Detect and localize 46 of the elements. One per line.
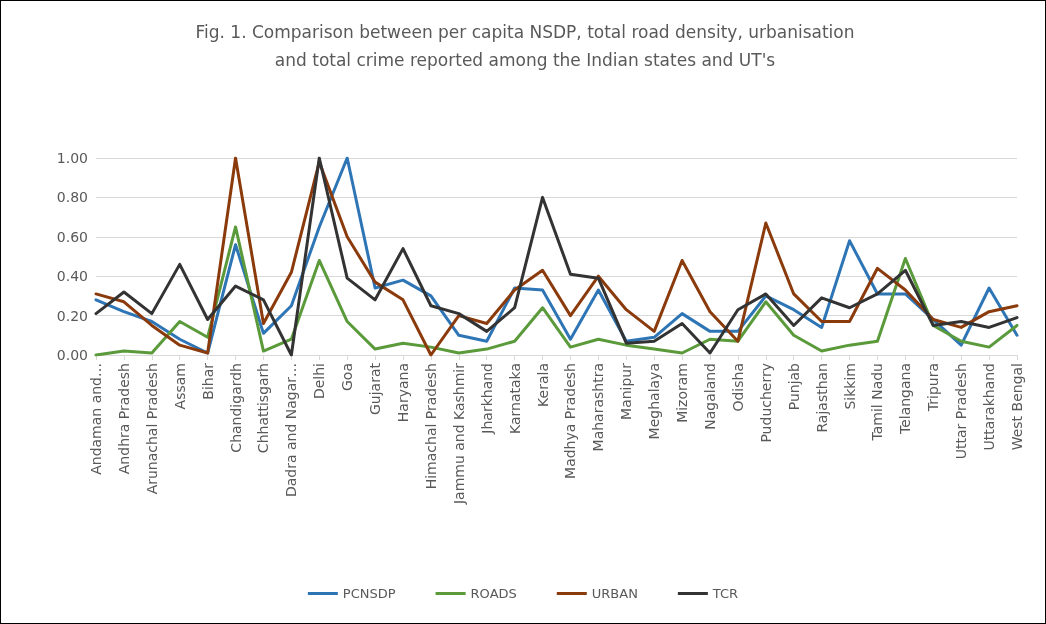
y-tick-label: 1.00 (56, 150, 88, 166)
x-tick-label: Himachal Pradesh (422, 363, 439, 490)
x-tick-label: Tamil Nadu (869, 363, 886, 442)
x-tick-label: Puducherry (757, 363, 774, 443)
x-tick-label: Andaman and… (88, 363, 104, 475)
legend-label: ROADS (470, 586, 517, 601)
legend-label: URBAN (591, 586, 638, 601)
x-tick-label: Karnataka (506, 363, 523, 434)
x-tick-label: Maharashtra (590, 363, 607, 452)
y-tick-label: 0.20 (56, 307, 88, 324)
x-tick-label: Tripura (925, 363, 942, 413)
x-tick-label: Haryana (395, 363, 411, 423)
x-tick-label: Arunachal Pradesh (143, 363, 160, 495)
x-tick-label: Delhi (311, 363, 328, 400)
x-tick-label: Rajasthan (813, 363, 830, 433)
x-tick-label: Jammu and Kashmir (450, 362, 467, 506)
x-tick-label: Kerala (534, 363, 551, 407)
chart-title: Fig. 1. Comparison between per capita NSDP, total road density, urbanisation and total crime reported among the Indian states and UT's (194, 21, 856, 72)
x-tick-label: Andhra Pradesh (115, 363, 132, 475)
x-tick-label: Chandigardh (227, 363, 244, 453)
x-tick-label: Dadra and Nagar… (283, 363, 300, 498)
x-tick-label: Uttar Pradesh (953, 363, 970, 460)
x-tick-label: Meghalaya (646, 363, 663, 440)
y-tick-label: 0.80 (56, 189, 88, 206)
x-tick-label: Punjab (785, 362, 802, 411)
x-tick-label: Jharkhand (478, 363, 495, 435)
y-tick-label: 0.00 (56, 347, 88, 363)
x-tick-label: Assam (171, 363, 188, 410)
x-tick-label: Mizoram (674, 363, 691, 423)
x-tick-label: Manipur (618, 362, 635, 420)
legend-label: PCNSDP (342, 586, 396, 601)
x-tick-label: Bihar (199, 362, 216, 400)
y-tick-label: 0.60 (56, 228, 88, 245)
x-tick-label: West Bengal (1009, 363, 1025, 451)
x-tick-label: Telangana (897, 363, 914, 436)
x-tick-label: Chhattisgarh (255, 363, 272, 454)
x-tick-label: Nagaland (702, 363, 718, 430)
x-tick-label: Sikkim (841, 363, 858, 410)
x-tick-label: Gujarat (367, 362, 384, 416)
x-tick-label: Odisha (729, 363, 746, 412)
line-series (94, 225, 1019, 357)
y-tick-label: 0.40 (56, 268, 88, 285)
x-tick-label: Madhya Pradesh (562, 363, 579, 479)
x-tick-label: Uttarakhand (981, 363, 998, 451)
x-tick-label: Goa (339, 363, 356, 391)
legend-label: TCR (711, 586, 739, 601)
